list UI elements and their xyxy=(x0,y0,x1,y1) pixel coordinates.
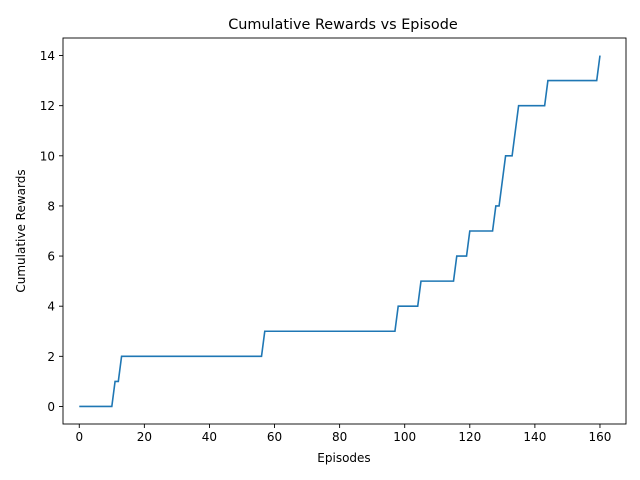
x-tick-label: 120 xyxy=(458,430,481,444)
x-tick-label: 100 xyxy=(393,430,416,444)
y-tick-label: 12 xyxy=(40,99,55,113)
x-tick-label: 80 xyxy=(332,430,347,444)
chart-title: Cumulative Rewards vs Episode xyxy=(228,17,458,33)
x-tick-label: 20 xyxy=(137,430,152,444)
x-tick-label: 60 xyxy=(267,430,282,444)
x-tick-label: 140 xyxy=(523,430,546,444)
x-tick-label: 40 xyxy=(202,430,217,444)
x-axis-label: Episodes xyxy=(317,451,370,465)
y-axis-label: Cumulative Rewards xyxy=(14,169,28,292)
y-tick-label: 10 xyxy=(40,149,55,163)
x-tick-label: 160 xyxy=(589,430,612,444)
y-tick-label: 8 xyxy=(47,199,55,213)
y-axis-ticks: 0 2 4 6 8 10 12 14 xyxy=(40,49,63,414)
y-tick-label: 0 xyxy=(47,400,55,414)
y-tick-label: 4 xyxy=(47,300,55,314)
series-line xyxy=(79,55,601,408)
plot-frame xyxy=(62,37,627,425)
y-tick-label: 14 xyxy=(40,49,55,63)
y-tick-label: 2 xyxy=(47,350,55,364)
x-tick-label: 0 xyxy=(75,430,83,444)
x-axis-ticks: 0 20 40 60 80 100 120 140 160 xyxy=(75,424,611,444)
y-tick-label: 6 xyxy=(47,250,55,264)
